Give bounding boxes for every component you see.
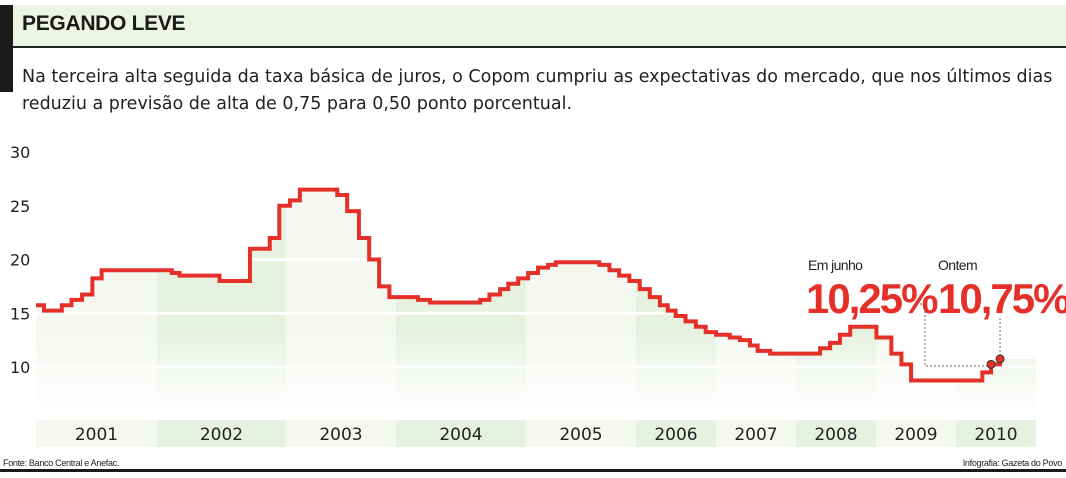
y-tick-label: 20 — [10, 251, 30, 270]
x-tick-label-2008: 2008 — [814, 425, 857, 445]
leader-line-june — [916, 303, 992, 367]
year-label-band — [396, 420, 526, 447]
year-label-band — [796, 420, 876, 447]
annotation-label: Em junho — [808, 257, 863, 273]
page-title: PEGANDO LEVE — [22, 12, 186, 35]
selic-rate-line — [36, 187, 1003, 383]
year-label-band — [286, 420, 396, 447]
x-tick-label-2001: 2001 — [75, 425, 118, 445]
y-tick-label: 30 — [10, 143, 30, 162]
year-label-band — [157, 420, 286, 447]
annotation-value: 10,25% — [806, 275, 938, 322]
y-tick-label: 10 — [10, 358, 30, 377]
x-tick-label-2007: 2007 — [734, 425, 777, 445]
year-label-band — [36, 420, 157, 447]
annotation-label: Ontem — [938, 257, 977, 273]
source-note: Fonte: Banco Central e Anefac. — [3, 458, 120, 468]
x-tick-label-2004: 2004 — [439, 425, 482, 445]
title-band — [13, 5, 1066, 48]
area-fade — [36, 330, 1036, 412]
year-label-band — [876, 420, 956, 447]
y-tick-label: 25 — [10, 197, 30, 216]
subtitle: Na terceira alta seguida da taxa básica … — [22, 67, 1053, 114]
x-tick-label-2006: 2006 — [654, 425, 697, 445]
x-tick-label-2003: 2003 — [319, 425, 362, 445]
x-tick-label-2010: 2010 — [974, 425, 1017, 445]
x-tick-label-2009: 2009 — [894, 425, 937, 445]
y-tick-label: 15 — [10, 304, 30, 323]
x-tick-label-2002: 2002 — [200, 425, 243, 445]
credit-note: Infografia: Gazeta do Povo — [962, 458, 1063, 468]
year-label-band — [956, 420, 1036, 447]
title-accent-bar — [0, 5, 13, 92]
year-label-band — [526, 420, 636, 447]
year-label-band — [636, 420, 716, 447]
data-point-marker — [995, 354, 1005, 364]
annotation-value: 10,75% — [938, 275, 1066, 322]
bottom-rule — [0, 469, 1066, 472]
year-label-band — [716, 420, 796, 447]
data-point-marker — [986, 359, 996, 369]
x-tick-label-2005: 2005 — [559, 425, 602, 445]
